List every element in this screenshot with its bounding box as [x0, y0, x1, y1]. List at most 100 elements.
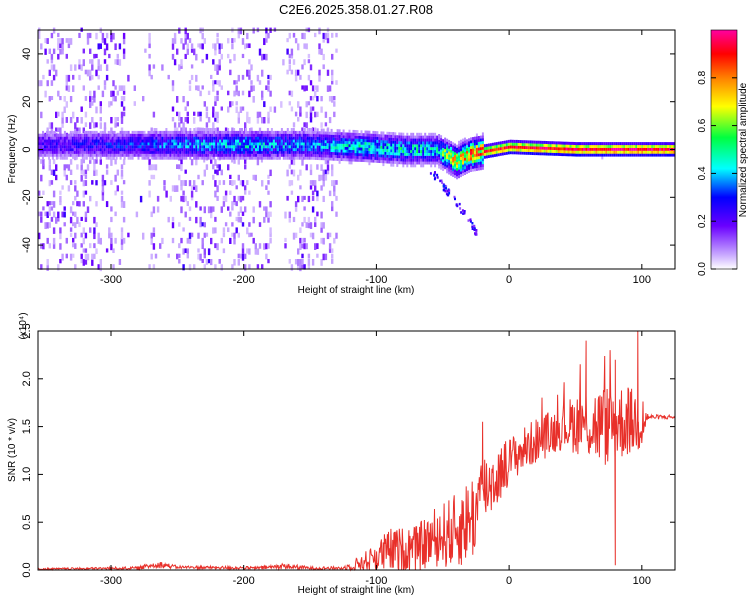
heatmap-cell — [222, 232, 226, 238]
heatmap-cell — [303, 264, 306, 270]
heatmap-cell — [141, 139, 144, 143]
heatmap-cell — [44, 139, 46, 143]
heatmap-cell — [48, 122, 51, 130]
heatmap-cell — [272, 145, 275, 149]
heatmap-cell — [352, 155, 355, 159]
heatmap-cell — [641, 147, 644, 151]
heatmap-cell — [177, 136, 180, 140]
heatmap-cell — [342, 132, 345, 136]
heatmap-cell — [49, 136, 52, 140]
heatmap-cell — [334, 146, 337, 150]
heatmap-cell — [444, 189, 447, 193]
heatmap-cell — [497, 144, 500, 148]
heatmap-cell — [454, 197, 456, 201]
heatmap-cell — [298, 142, 301, 146]
heatmap-cell — [225, 130, 228, 134]
heatmap-cell — [203, 139, 206, 143]
heatmap-cell — [222, 180, 226, 185]
heatmap-cell — [282, 153, 285, 157]
heatmap-cell — [442, 162, 445, 166]
heatmap-cell — [193, 139, 196, 143]
heatmap-cell — [52, 27, 56, 34]
heatmap-cell — [464, 149, 466, 152]
heatmap-cell — [310, 151, 313, 154]
heatmap-cell — [229, 150, 232, 154]
heatmap-cell — [171, 117, 175, 122]
heatmap-cell — [454, 155, 456, 158]
heatmap-cell — [137, 142, 140, 146]
heatmap-cell — [454, 169, 456, 173]
heatmap-cell — [181, 150, 184, 154]
heatmap-cell — [214, 80, 217, 85]
heatmap-cell — [653, 142, 656, 146]
heatmap-cell — [249, 142, 251, 146]
heatmap-cell — [298, 153, 301, 157]
heatmap-cell — [264, 145, 267, 149]
heatmap-cell — [161, 148, 164, 152]
heatmap-cell — [404, 152, 407, 156]
heatmap-cell — [221, 139, 224, 143]
heatmap-cell — [113, 145, 116, 149]
heatmap-cell — [263, 38, 266, 46]
heatmap-cell — [65, 145, 68, 149]
heatmap-cell — [472, 148, 474, 152]
heatmap-cell — [190, 185, 194, 191]
heatmap-cell — [374, 133, 377, 137]
heatmap-cell — [308, 133, 311, 137]
heatmap-cell — [342, 140, 345, 144]
heatmap-cell — [80, 164, 83, 171]
heatmap-cell — [262, 156, 265, 160]
heatmap-cell — [282, 142, 285, 146]
heatmap-cell — [410, 152, 413, 156]
heatmap-cell — [125, 142, 128, 146]
heatmap-cell — [322, 142, 325, 146]
heatmap-cell — [388, 160, 391, 164]
heatmap-cell — [336, 132, 339, 136]
heatmap-cell — [76, 164, 79, 170]
heatmap-cell — [491, 151, 494, 155]
heatmap-cell — [523, 148, 526, 152]
heatmap-cell — [40, 136, 42, 140]
heatmap-cell — [255, 136, 257, 140]
heatmap-cell — [333, 101, 336, 107]
heatmap-cell — [613, 142, 616, 146]
heatmap-cell — [44, 142, 46, 146]
heatmap-cell — [444, 163, 447, 167]
heatmap-cell — [328, 134, 331, 138]
heatmap-cell — [137, 150, 140, 154]
heatmap-cell — [589, 147, 592, 151]
heatmap-cell — [241, 148, 243, 152]
heatmap-cell — [328, 137, 331, 141]
heatmap-cell — [346, 138, 349, 142]
heatmap-cell — [93, 122, 96, 129]
heatmap-cell — [52, 227, 56, 234]
heatmap-cell — [302, 139, 305, 143]
heatmap-cell — [101, 139, 104, 143]
heatmap-cell — [127, 130, 130, 134]
heatmap-cell — [48, 145, 50, 149]
heatmap-cell — [180, 195, 183, 202]
heatmap-cell — [239, 216, 243, 223]
heatmap-cell — [322, 128, 325, 132]
heatmap-cell — [101, 148, 104, 152]
heatmap-cell — [331, 180, 334, 187]
heatmap-cell — [575, 145, 578, 148]
heatmap-cell — [311, 180, 315, 186]
heatmap-cell — [46, 136, 48, 140]
heatmap-cell — [306, 142, 309, 146]
heatmap-cell — [222, 227, 226, 233]
heatmap-cell — [83, 136, 86, 140]
heatmap-cell — [429, 172, 432, 175]
heatmap-cell — [222, 248, 226, 254]
heatmap-cell — [197, 232, 200, 239]
heatmap-cell — [303, 243, 306, 250]
heatmap-cell — [495, 145, 498, 148]
heatmap-cell — [199, 90, 202, 97]
heatmap-cell — [332, 134, 335, 138]
heatmap-cell — [374, 151, 377, 155]
heatmap-cell — [252, 174, 255, 180]
heatmap-cell — [209, 150, 212, 154]
heatmap-cell — [477, 153, 480, 157]
heatmap-cell — [292, 159, 296, 166]
heatmap-cell — [147, 130, 150, 134]
